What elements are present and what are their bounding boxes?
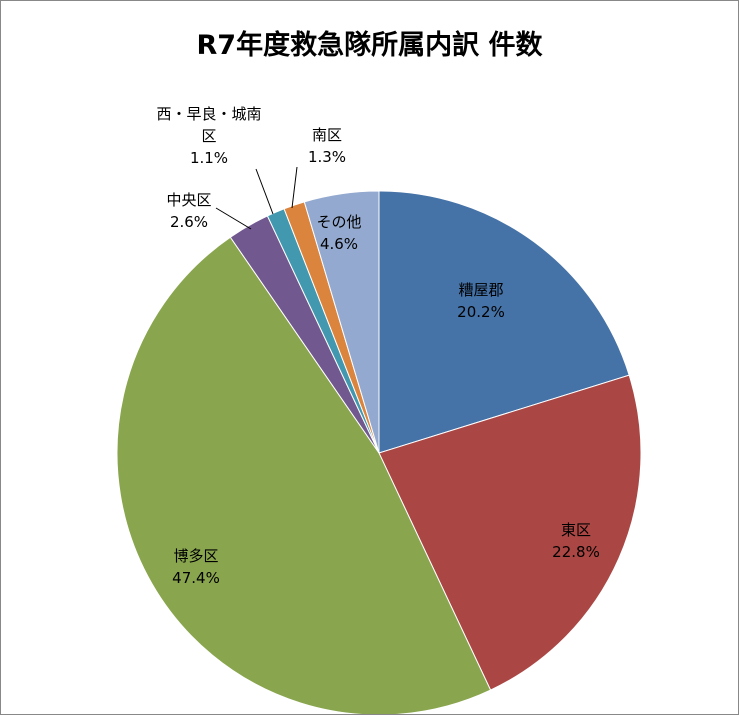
value-label: 1.3% bbox=[307, 148, 347, 166]
slice-label: 西・早良・城南区 1.1% bbox=[154, 103, 264, 169]
slice-label: 博多区 47.4% bbox=[172, 545, 220, 589]
category-label: 中央区 bbox=[166, 191, 212, 209]
slice-label: 南区 1.3% bbox=[308, 124, 346, 168]
pie-slice bbox=[378, 190, 630, 454]
slice-label: その他 4.6% bbox=[316, 211, 361, 255]
slice-label: 東区 22.8% bbox=[552, 519, 600, 563]
slice-label: 糟屋郡 20.2% bbox=[457, 279, 505, 323]
leader-line bbox=[291, 166, 298, 209]
value-label: 47.4% bbox=[172, 569, 220, 587]
value-label: 22.8% bbox=[552, 543, 600, 561]
pie-slice bbox=[303, 190, 380, 454]
value-label: 20.2% bbox=[457, 303, 505, 321]
value-label: 2.6% bbox=[169, 213, 209, 231]
pie-slice bbox=[116, 236, 492, 714]
category-label: 東区 bbox=[560, 521, 591, 539]
leader-line bbox=[255, 168, 274, 215]
chart-title: R7年度救急隊所属内訳 件数 bbox=[196, 30, 543, 61]
value-label: 4.6% bbox=[319, 235, 359, 253]
value-label: 1.1% bbox=[189, 149, 229, 167]
category-label: 南区 bbox=[311, 126, 343, 144]
category-label: 西・早良・城南区 bbox=[156, 105, 262, 145]
category-label: 博多区 bbox=[173, 547, 219, 565]
leader-line bbox=[215, 207, 252, 230]
category-label: その他 bbox=[316, 213, 362, 231]
slice-label: 中央区 2.6% bbox=[166, 189, 211, 233]
pie-slice bbox=[378, 374, 642, 691]
category-label: 糟屋郡 bbox=[458, 281, 504, 299]
